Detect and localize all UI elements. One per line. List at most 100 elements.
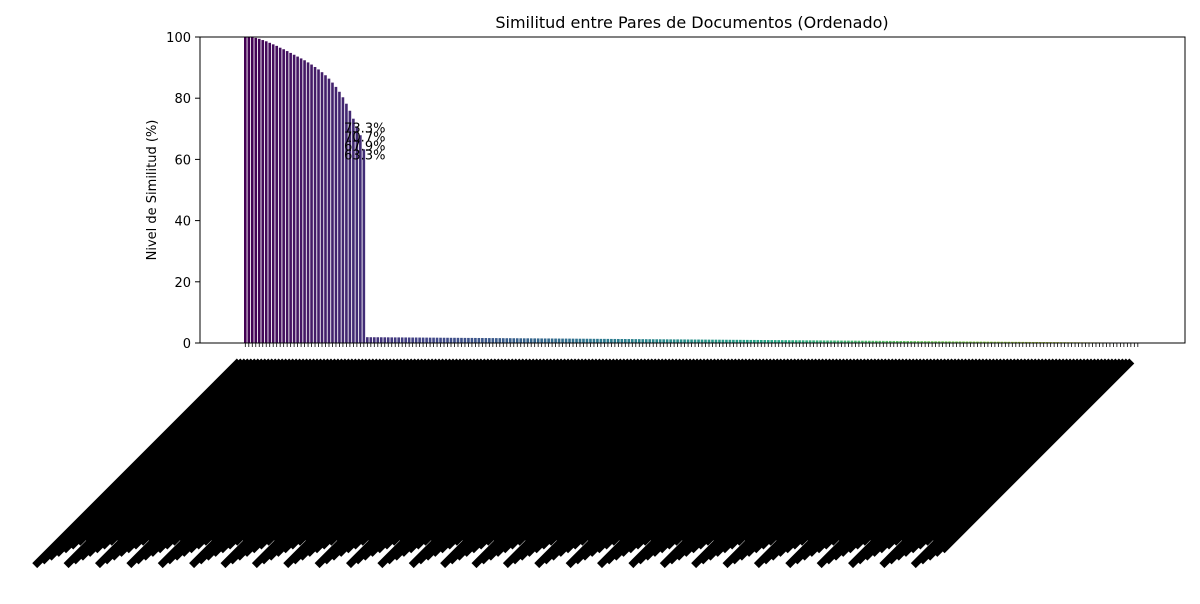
bar <box>464 338 467 343</box>
bar <box>624 339 627 343</box>
bar <box>328 79 331 343</box>
bar <box>275 46 278 343</box>
bar <box>589 339 592 343</box>
bar <box>666 339 669 343</box>
bar <box>547 338 550 343</box>
bar <box>258 39 261 343</box>
bar <box>676 339 679 343</box>
bar <box>363 149 366 343</box>
bar <box>575 339 578 343</box>
bar <box>247 37 250 343</box>
bar <box>631 339 634 343</box>
bar <box>694 340 697 343</box>
bar <box>268 43 271 343</box>
bar <box>303 60 306 343</box>
bar <box>638 339 641 343</box>
y-axis-label: Nivel de Similitud (%) <box>145 120 160 261</box>
chart-title: Similitud entre Pares de Documentos (Ord… <box>495 13 888 32</box>
y-tick-label: 80 <box>174 92 191 107</box>
bar <box>457 338 460 343</box>
bar <box>568 339 571 343</box>
bar <box>272 44 275 343</box>
y-tick-label: 60 <box>174 153 191 168</box>
bar <box>286 51 289 343</box>
bar <box>586 339 589 343</box>
bar <box>704 340 707 343</box>
bar <box>411 338 414 343</box>
bar <box>554 339 557 343</box>
bar <box>488 338 491 343</box>
bar <box>485 338 488 343</box>
bar <box>359 135 362 343</box>
bar <box>673 339 676 343</box>
bar <box>408 337 411 343</box>
bar <box>697 340 700 343</box>
bar <box>261 40 264 343</box>
bar <box>310 65 313 343</box>
bar <box>523 338 526 343</box>
bar <box>690 340 693 343</box>
bar <box>593 339 596 343</box>
bar <box>628 339 631 343</box>
bar <box>467 338 470 343</box>
bar <box>443 338 446 343</box>
bar <box>607 339 610 343</box>
bar <box>446 338 449 343</box>
bar <box>519 338 522 343</box>
bar <box>244 37 247 343</box>
bar <box>600 339 603 343</box>
bar <box>641 339 644 343</box>
y-tick-label: 40 <box>174 215 191 230</box>
bar <box>662 339 665 343</box>
bar <box>648 339 651 343</box>
bar <box>582 339 585 343</box>
bar <box>614 339 617 343</box>
bar <box>683 339 686 343</box>
bar <box>533 338 536 343</box>
bar <box>537 338 540 343</box>
bar <box>279 48 282 343</box>
bar <box>300 58 303 343</box>
bar <box>680 339 683 343</box>
bar <box>655 339 658 343</box>
bar <box>331 83 334 343</box>
bar <box>579 339 582 343</box>
plot-frame <box>200 37 1185 343</box>
bar <box>610 339 613 343</box>
bar <box>282 49 285 343</box>
bar <box>558 339 561 343</box>
bar <box>544 338 547 343</box>
bar <box>265 41 268 343</box>
bar <box>296 57 299 343</box>
bar <box>314 67 317 343</box>
bars-layer <box>244 37 1139 343</box>
bar <box>394 337 397 343</box>
bar <box>380 337 383 343</box>
bar <box>401 337 404 343</box>
bar <box>715 340 718 343</box>
bar <box>366 337 369 343</box>
bar <box>492 338 495 343</box>
bar <box>708 340 711 343</box>
bar <box>711 340 714 343</box>
bar <box>370 337 373 343</box>
bar <box>687 339 690 343</box>
bar <box>289 53 292 343</box>
bar <box>617 339 620 343</box>
bar <box>565 339 568 343</box>
bar <box>439 338 442 343</box>
bar <box>404 337 407 343</box>
bar <box>652 339 655 343</box>
bar <box>659 339 662 343</box>
bar <box>499 338 502 343</box>
bar <box>387 337 390 343</box>
x-tick-labels-layer <box>35 343 1138 566</box>
bar <box>645 339 648 343</box>
bar <box>432 338 435 343</box>
bar <box>502 338 505 343</box>
bar <box>505 338 508 343</box>
bar <box>540 338 543 343</box>
bar <box>251 37 254 343</box>
